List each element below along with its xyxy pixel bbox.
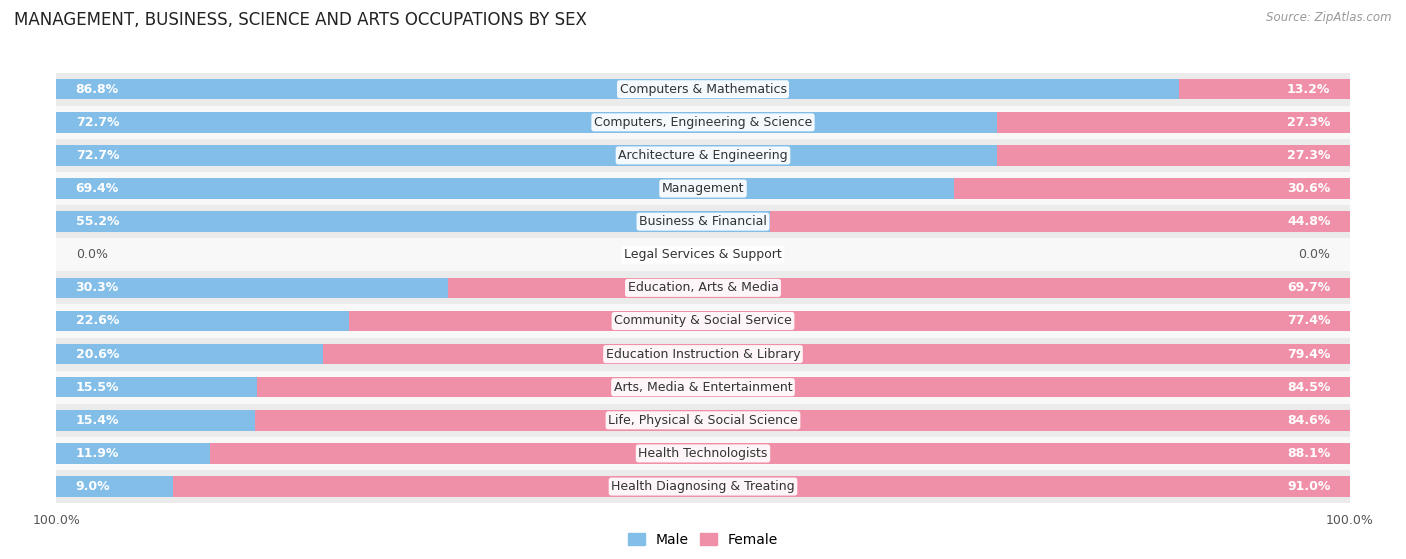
- Bar: [56, 311, 349, 331]
- Text: 20.6%: 20.6%: [76, 348, 120, 361]
- Bar: [256, 410, 1350, 430]
- Bar: [56, 172, 1350, 205]
- Text: 72.7%: 72.7%: [76, 149, 120, 162]
- Bar: [56, 145, 997, 165]
- Bar: [56, 271, 1350, 305]
- Bar: [56, 470, 1350, 503]
- Bar: [997, 145, 1350, 165]
- Text: 13.2%: 13.2%: [1286, 83, 1330, 96]
- Bar: [56, 278, 449, 298]
- Bar: [997, 112, 1350, 132]
- Text: 84.6%: 84.6%: [1286, 414, 1330, 427]
- Text: Education Instruction & Library: Education Instruction & Library: [606, 348, 800, 361]
- Text: 77.4%: 77.4%: [1286, 315, 1330, 328]
- Text: 22.6%: 22.6%: [76, 315, 120, 328]
- Bar: [56, 344, 323, 364]
- Text: Arts, Media & Entertainment: Arts, Media & Entertainment: [613, 381, 793, 394]
- Text: Life, Physical & Social Science: Life, Physical & Social Science: [609, 414, 797, 427]
- Bar: [449, 278, 1350, 298]
- Bar: [323, 344, 1350, 364]
- Text: 15.4%: 15.4%: [76, 414, 120, 427]
- Text: Education, Arts & Media: Education, Arts & Media: [627, 281, 779, 295]
- Text: 15.5%: 15.5%: [76, 381, 120, 394]
- Text: 79.4%: 79.4%: [1286, 348, 1330, 361]
- Bar: [56, 476, 173, 497]
- Bar: [770, 211, 1350, 232]
- Bar: [56, 410, 256, 430]
- Text: Computers, Engineering & Science: Computers, Engineering & Science: [593, 116, 813, 129]
- Bar: [56, 73, 1350, 106]
- Bar: [953, 178, 1350, 199]
- Bar: [257, 377, 1350, 397]
- Text: 69.4%: 69.4%: [76, 182, 120, 195]
- Text: Community & Social Service: Community & Social Service: [614, 315, 792, 328]
- Text: 55.2%: 55.2%: [76, 215, 120, 228]
- Text: 27.3%: 27.3%: [1286, 116, 1330, 129]
- Legend: Male, Female: Male, Female: [623, 527, 783, 552]
- Bar: [56, 338, 1350, 371]
- Text: 44.8%: 44.8%: [1286, 215, 1330, 228]
- Text: Architecture & Engineering: Architecture & Engineering: [619, 149, 787, 162]
- Bar: [209, 443, 1350, 464]
- Text: Computers & Mathematics: Computers & Mathematics: [620, 83, 786, 96]
- Bar: [56, 178, 953, 199]
- Text: Legal Services & Support: Legal Services & Support: [624, 248, 782, 261]
- Text: Health Technologists: Health Technologists: [638, 447, 768, 460]
- Bar: [56, 205, 1350, 238]
- Text: 69.7%: 69.7%: [1286, 281, 1330, 295]
- Bar: [173, 476, 1350, 497]
- Text: 84.5%: 84.5%: [1286, 381, 1330, 394]
- Bar: [56, 443, 209, 464]
- Text: Management: Management: [662, 182, 744, 195]
- Text: Source: ZipAtlas.com: Source: ZipAtlas.com: [1267, 11, 1392, 24]
- Text: 91.0%: 91.0%: [1286, 480, 1330, 493]
- Bar: [56, 404, 1350, 437]
- Text: 27.3%: 27.3%: [1286, 149, 1330, 162]
- Text: 88.1%: 88.1%: [1286, 447, 1330, 460]
- Text: MANAGEMENT, BUSINESS, SCIENCE AND ARTS OCCUPATIONS BY SEX: MANAGEMENT, BUSINESS, SCIENCE AND ARTS O…: [14, 11, 586, 29]
- Bar: [349, 311, 1350, 331]
- Bar: [1180, 79, 1350, 100]
- Bar: [56, 211, 770, 232]
- Bar: [56, 437, 1350, 470]
- Bar: [56, 305, 1350, 338]
- Bar: [56, 106, 1350, 139]
- Text: 11.9%: 11.9%: [76, 447, 120, 460]
- Bar: [56, 79, 1180, 100]
- Text: 86.8%: 86.8%: [76, 83, 118, 96]
- Text: 0.0%: 0.0%: [1298, 248, 1330, 261]
- Text: 0.0%: 0.0%: [76, 248, 108, 261]
- Text: 72.7%: 72.7%: [76, 116, 120, 129]
- Bar: [56, 377, 257, 397]
- Text: Business & Financial: Business & Financial: [640, 215, 766, 228]
- Text: 9.0%: 9.0%: [76, 480, 110, 493]
- Text: 30.6%: 30.6%: [1286, 182, 1330, 195]
- Bar: [56, 371, 1350, 404]
- Bar: [56, 112, 997, 132]
- Bar: [56, 238, 1350, 271]
- Text: 30.3%: 30.3%: [76, 281, 120, 295]
- Bar: [56, 139, 1350, 172]
- Text: Health Diagnosing & Treating: Health Diagnosing & Treating: [612, 480, 794, 493]
